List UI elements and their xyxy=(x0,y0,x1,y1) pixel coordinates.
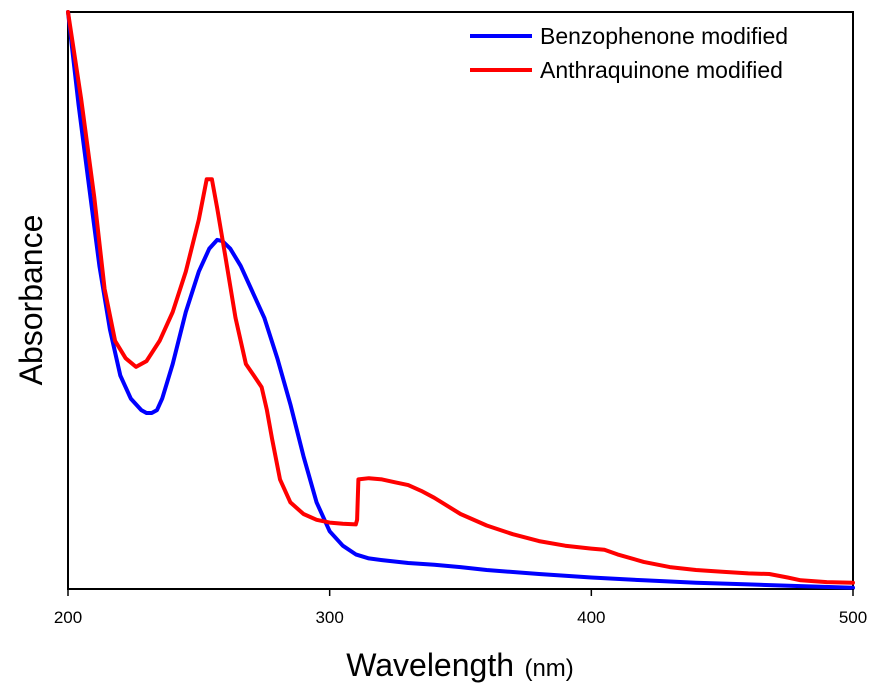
series-line-benzophenone-modified xyxy=(66,10,855,590)
x-axis-title-main: Wavelength xyxy=(346,647,514,683)
x-axis-title-unit: (nm) xyxy=(524,655,573,682)
x-axis-title: Wavelength (nm) xyxy=(346,647,574,683)
plot-area: 200 300 400 500 xyxy=(54,10,867,627)
series-line-anthraquinone-modified xyxy=(66,10,855,585)
y-axis-title: Absorbance xyxy=(13,215,49,386)
legend-label-benzophenone: Benzophenone modified xyxy=(540,23,788,49)
x-tick-label-300: 300 xyxy=(315,608,343,627)
x-tick-label-500: 500 xyxy=(839,608,867,627)
legend: Benzophenone modified Anthraquinone modi… xyxy=(470,23,788,83)
series-layer xyxy=(66,10,855,590)
x-tick-label-200: 200 xyxy=(54,608,82,627)
x-axis-ticks: 200 300 400 500 xyxy=(54,589,867,627)
x-tick-label-400: 400 xyxy=(577,608,605,627)
plot-frame xyxy=(67,11,854,590)
legend-label-anthraquinone: Anthraquinone modified xyxy=(540,57,783,83)
